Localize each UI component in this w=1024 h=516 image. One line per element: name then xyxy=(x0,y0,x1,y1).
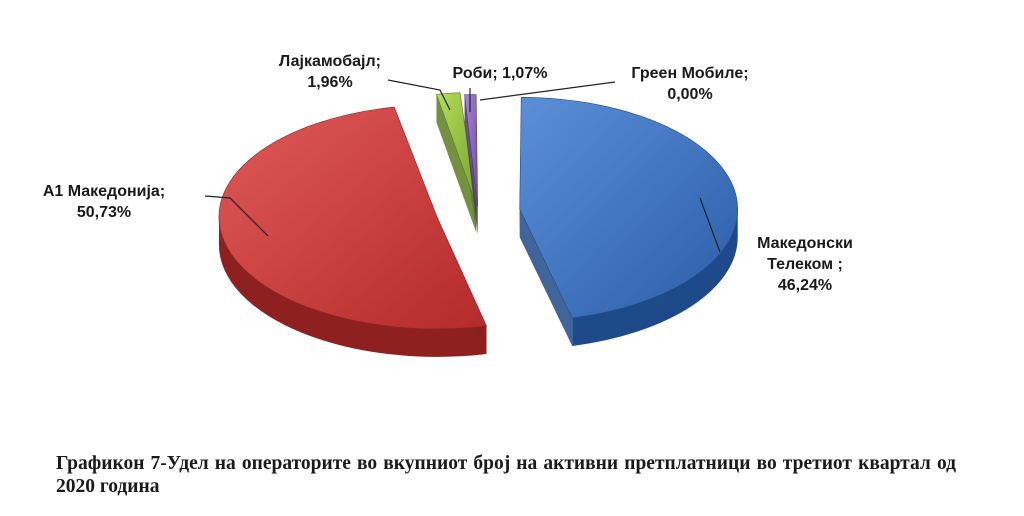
leader-line xyxy=(387,79,451,111)
leader-line xyxy=(204,195,269,237)
label-green-mobile: Греен Мобиле; 0,00% xyxy=(631,65,748,103)
slice-lajkamobajl xyxy=(436,92,477,233)
leader-line xyxy=(699,197,721,253)
label-lajkamobajl: Лајкамобајл; 1,96% xyxy=(279,53,381,91)
leader-line xyxy=(479,81,616,101)
label-a1-makedonija: А1 Македонија; 50,73% xyxy=(43,183,165,221)
label-makedonski-telekom: Македонски Телеком ; 46,24% xyxy=(757,235,853,294)
slice-a1-makedonija xyxy=(218,106,487,357)
pie-chart: Македонски Телеком ; 46,24% А1 Македонија; 5… xyxy=(43,53,853,357)
label-robi: Роби; 1,07% xyxy=(453,65,548,82)
chart-caption: Графикон 7-Удел на операторите во вкупни… xyxy=(56,453,956,497)
slice-makedonski-telekom xyxy=(519,96,739,346)
